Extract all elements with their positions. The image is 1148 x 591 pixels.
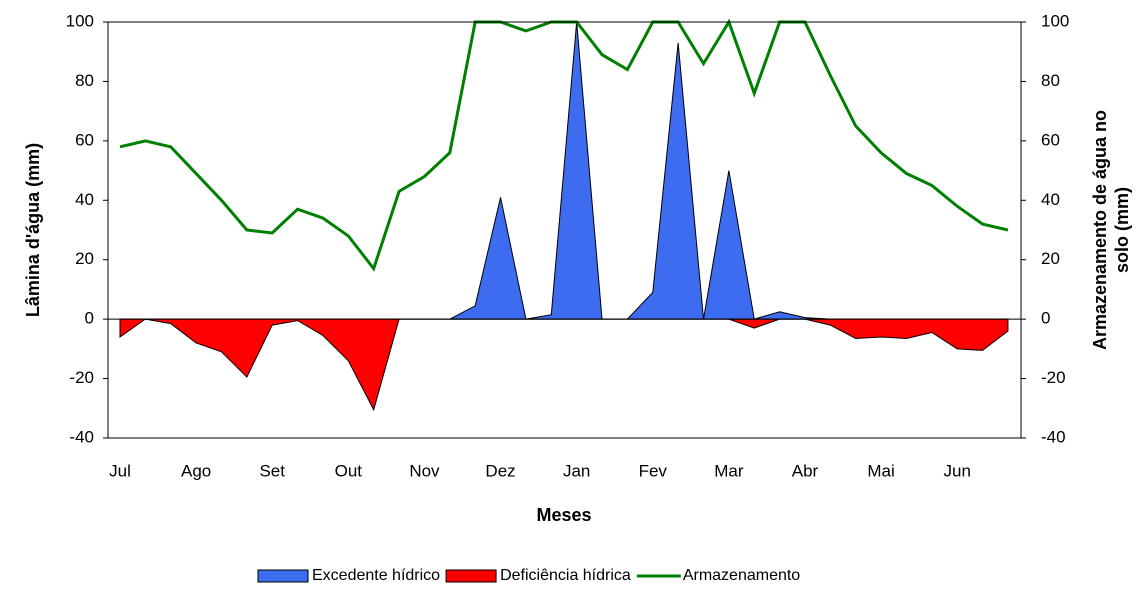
x-tick-label: Fev — [639, 461, 668, 480]
y2-tick-label: 0 — [1041, 309, 1050, 328]
x-tick-label: Ago — [181, 461, 211, 480]
y-tick-label: 40 — [75, 190, 94, 209]
y-tick-label: -20 — [69, 368, 94, 387]
y2-tick-label: 40 — [1041, 190, 1060, 209]
y-tick-label: 100 — [66, 11, 94, 30]
legend-label: Armazenamento — [683, 567, 800, 584]
area — [119, 318, 1009, 412]
x-tick-label: Nov — [409, 461, 440, 480]
y-axis-label: Lâmina d'água (mm) — [23, 143, 43, 317]
y2-axis-label: Armazenamento de água no solo (mm) — [1090, 110, 1132, 350]
y2-tick-label: 60 — [1041, 130, 1060, 149]
y2-tick-label: 20 — [1041, 249, 1060, 268]
x-tick-label: Dez — [485, 461, 515, 480]
plot-frame — [107, 21, 1022, 439]
legend-swatch — [257, 569, 309, 583]
x-tick-label: Out — [335, 461, 363, 480]
x-tick-label: Jun — [943, 461, 970, 480]
y-tick-label: 80 — [75, 71, 94, 90]
x-tick-label: Mai — [867, 461, 894, 480]
y2-tick-label: -40 — [1041, 427, 1066, 446]
x-tick-label: Mar — [714, 461, 744, 480]
area — [120, 21, 1008, 320]
y2-tick-label: 80 — [1041, 71, 1060, 90]
y-tick-label: 20 — [75, 249, 94, 268]
x-axis-label: Meses — [536, 505, 591, 525]
x-tick-label: Jul — [109, 461, 131, 480]
legend-label: Deficiência hídrica — [500, 567, 631, 584]
y-tick-label: -40 — [69, 427, 94, 446]
x-tick-label: Abr — [792, 461, 819, 480]
legend-swatch — [445, 569, 497, 583]
x-tick-label: Set — [259, 461, 285, 480]
legend-label: Excedente hídrico — [312, 567, 440, 584]
y2-tick-label: 100 — [1041, 11, 1069, 30]
x-tick-label: Jan — [563, 461, 590, 480]
y-tick-label: 0 — [85, 309, 94, 328]
y2-tick-label: -20 — [1041, 368, 1066, 387]
y-tick-label: 60 — [75, 130, 94, 149]
